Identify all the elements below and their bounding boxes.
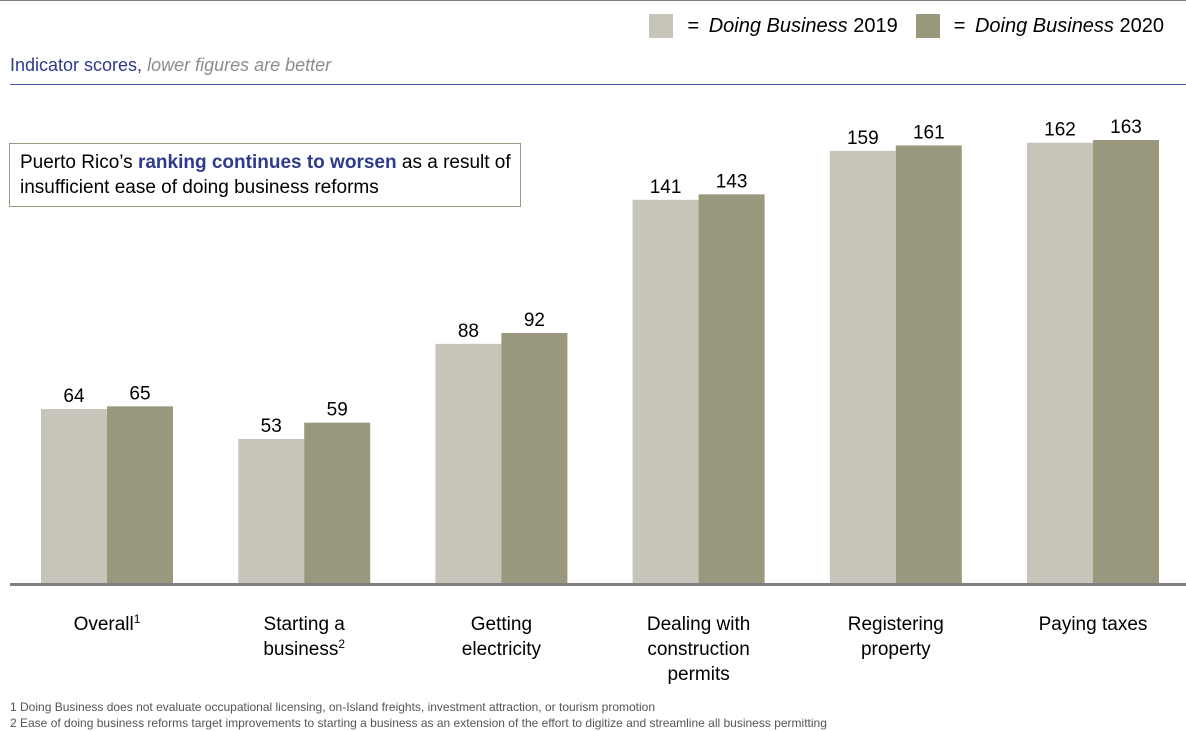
legend-label-2019: = Doing Business 2019 (687, 15, 897, 38)
x-axis-baseline (10, 583, 1186, 586)
data-label-2019-5: 162 (1044, 120, 1076, 141)
data-label-2019-1: 53 (261, 416, 282, 437)
legend-suffix-2019: 2019 (847, 14, 898, 37)
callout-text-bold: ranking continues to worsen (137, 152, 397, 173)
data-label-2020-1: 59 (327, 400, 348, 421)
data-label-2020-3: 143 (716, 171, 748, 192)
callout-text-post: as a result of insufficient ease of doin… (20, 152, 511, 198)
legend-label-2020: = Doing Business 2020 (954, 15, 1164, 38)
bar-2020-0 (107, 406, 173, 583)
bar-2019-3 (632, 199, 699, 583)
category-label-5: Paying taxes (1039, 614, 1148, 635)
data-label-2020-4: 161 (913, 122, 945, 143)
callout-box: Puerto Rico’s ranking continues to worse… (9, 143, 521, 207)
data-label-2019-3: 141 (650, 177, 682, 198)
legend-prefix-2019: = (687, 14, 705, 37)
legend-item-2019: = Doing Business 2019 (649, 14, 898, 38)
footnotes: 1 Doing Business does not evaluate occup… (10, 699, 827, 731)
legend-prefix-2020: = (953, 14, 971, 37)
callout-text-pre: Puerto Rico’s (20, 152, 138, 173)
top-rule (0, 0, 1186, 1)
bar-2020-4 (895, 145, 962, 583)
bar-2020-1 (304, 422, 371, 583)
category-label-3: Dealing with construction permits (647, 614, 751, 685)
subtitle-divider (10, 84, 1186, 85)
category-label-4: Registering property (848, 614, 944, 660)
bar-2019-0 (41, 409, 107, 583)
legend-swatch-2019 (649, 14, 674, 38)
category-label-1: Starting a business2 (263, 614, 345, 660)
legend-suffix-2020: 2020 (1113, 14, 1164, 37)
data-label-2020-0: 65 (129, 383, 150, 404)
footnote-1: 1 Doing Business does not evaluate occup… (10, 700, 656, 714)
bar-2019-5 (1027, 142, 1093, 584)
bar-2019-1 (238, 438, 305, 583)
data-label-2020-5: 163 (1110, 117, 1142, 138)
subtitle-lead: Indicator scores, (10, 55, 143, 75)
bar-2019-2 (435, 343, 502, 583)
category-label-2: Getting electricity (462, 614, 542, 660)
chart-subtitle: Indicator scores, lower figures are bett… (10, 55, 331, 76)
category-label-0: Overall1 (74, 612, 141, 635)
chart-legend: = Doing Business 2019 = Doing Business 2… (631, 14, 1164, 38)
footnote-2: 2 Ease of doing business reforms target … (10, 716, 827, 730)
legend-swatch-2020 (915, 14, 940, 38)
data-label-2020-2: 92 (524, 310, 545, 331)
bar-2019-4 (829, 150, 896, 584)
bar-2020-2 (501, 332, 568, 583)
legend-item-2020: = Doing Business 2020 (915, 14, 1164, 38)
data-label-2019-0: 64 (63, 386, 85, 407)
legend-italic-2020: Doing Business (974, 14, 1114, 37)
data-label-2019-2: 88 (458, 321, 479, 342)
bar-2020-3 (698, 194, 765, 583)
subtitle-tail: lower figures are better (147, 55, 332, 75)
bar-2020-5 (1093, 140, 1159, 583)
legend-italic-2019: Doing Business (708, 14, 848, 37)
data-label-2019-4: 159 (847, 128, 879, 149)
